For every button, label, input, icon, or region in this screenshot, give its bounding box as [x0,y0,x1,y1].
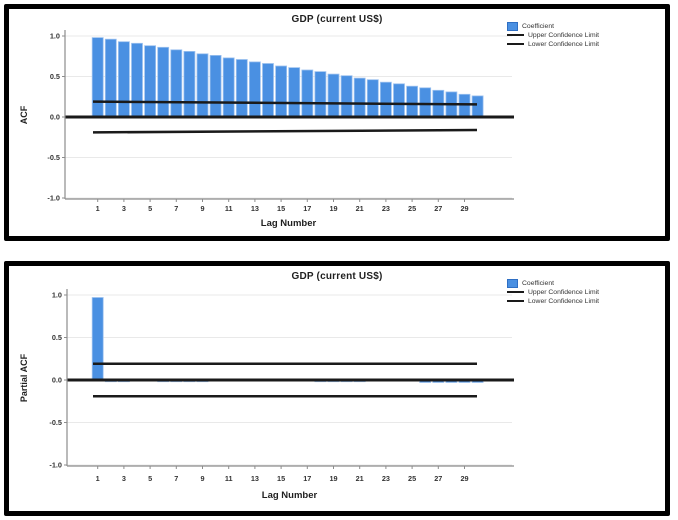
legend-item-coefficient: Coefficient [507,21,599,31]
x-tick-label: 1 [96,474,100,483]
legend-label: Upper Confidence Limit [528,288,600,296]
y-tick-label: 0.5 [50,72,60,81]
coefficient-bar [91,297,104,381]
legend-item-coefficient: Coefficient [507,278,599,288]
upper-confidence-line-icon [507,33,524,37]
coefficient-bar [209,55,222,118]
x-tick-label: 9 [200,204,204,213]
coefficient-bar [131,42,143,118]
coefficient-bar [366,79,379,118]
acf-chart-panel: GDP (current US$) ACF Lag Number 1.0 0.5 0… [4,4,670,241]
coefficient-bar [458,93,471,118]
x-axis-label: Lag Number [260,218,317,229]
x-tick-label: 3 [122,204,126,213]
coefficient-bar [118,41,130,118]
lower-confidence-line-icon [507,42,524,46]
upper-confidence-line [92,100,478,106]
x-tick-label: 27 [434,474,442,483]
coefficient-bar [235,59,248,118]
coefficient-bar [314,71,327,118]
coefficient-bar [471,95,484,118]
y-tick-label: 1.0 [50,32,60,41]
x-tick-label: 5 [148,474,152,483]
legend: Coefficient Upper Confidence Limit Lower… [507,278,599,306]
y-tick-label: -0.5 [47,153,60,162]
legend-item-upper-confidence: Upper Confidence Limit [507,31,599,39]
x-tick-label: 25 [408,474,416,483]
x-tick-label: 1 [96,204,100,213]
coefficient-bar [157,46,170,118]
y-tick-label: 1.0 [52,291,62,300]
chart-title: GDP (current US$) [291,271,383,282]
x-axis-label: Lag Number [261,490,318,501]
coefficient-bar [393,83,405,118]
coefficient-bar [327,73,340,118]
x-tick-label: 23 [382,204,390,213]
legend-label: Lower Confidence Limit [528,40,600,48]
legend-label: Coefficient [522,279,554,287]
x-tick-label: 5 [148,204,152,213]
x-tick-label: 21 [356,204,364,213]
x-tick-label: 27 [434,204,442,213]
x-tick-label: 13 [251,474,259,483]
chart-title: GDP (current US$) [291,14,383,25]
coefficient-bar [340,75,353,118]
coefficient-swatch-icon [507,21,518,31]
coefficient-bar [196,53,209,118]
x-tick-label: 3 [122,474,126,483]
pacf-plot: 1.00.50.0-0.5-1.01 3 5 7 9 11 13 15 17 19 21 23 25 27… [49,289,514,483]
y-tick-label: 0.0 [52,376,62,385]
coefficient-bar [91,37,104,118]
legend-label: Upper Confidence Limit [528,31,600,39]
coefficient-bar [353,77,366,118]
x-tick-label: 21 [356,474,364,483]
x-tick-label: 15 [277,204,285,213]
coefficient-bar [379,81,392,118]
coefficient-bar [144,45,157,118]
coefficient-bar [248,61,261,118]
x-tick-label: 13 [251,204,259,213]
legend-item-upper-confidence: Upper Confidence Limit [507,288,599,296]
coefficient-bar [183,51,196,118]
x-tick-label: 19 [329,474,337,483]
lower-confidence-line-icon [507,299,524,303]
coefficient-bar [170,49,183,118]
coefficient-bar [419,87,432,118]
legend-label: Lower Confidence Limit [528,297,600,305]
x-tick-label: 15 [277,474,285,483]
acf-plot: 1.00.50.0-0.5-1.01 3 5 7 9 11 13 15 17 19 21 23 25 27… [47,30,514,213]
coefficient-bar [262,63,274,118]
x-tick-label: 29 [460,204,468,213]
y-tick-label: 0.0 [50,113,60,122]
legend-item-lower-confidence: Lower Confidence Limit [507,297,599,305]
coefficient-bar [275,65,288,118]
x-tick-label: 29 [460,474,468,483]
coefficient-bar [222,57,235,118]
y-tick-label: 0.5 [52,333,62,342]
y-tick-label: -0.5 [49,418,62,427]
coefficient-bar [406,85,419,118]
coefficient-bar [104,38,117,118]
x-tick-label: 17 [303,204,311,213]
y-tick-label: -1.0 [49,461,62,470]
pacf-chart-panel: GDP (current US$) Partial ACF Lag Number… [4,261,670,516]
x-tick-label: 17 [303,474,311,483]
legend-item-lower-confidence: Lower Confidence Limit [507,40,599,48]
x-tick-label: 9 [200,474,204,483]
y-tick-label: -1.0 [47,194,60,203]
x-tick-label: 7 [174,204,178,213]
coefficient-swatch-icon [507,278,518,288]
x-tick-label: 23 [382,474,390,483]
coefficient-bar [288,67,301,118]
lower-confidence-line [92,128,478,134]
legend-label: Coefficient [522,22,554,30]
x-tick-label: 19 [329,204,337,213]
x-tick-label: 11 [225,204,233,213]
x-tick-label: 11 [225,474,233,483]
x-tick-label: 25 [408,204,416,213]
upper-confidence-line-icon [507,290,524,294]
coefficient-bar [301,69,314,118]
x-tick-label: 7 [174,474,178,483]
legend: Coefficient Upper Confidence Limit Lower… [507,21,599,49]
